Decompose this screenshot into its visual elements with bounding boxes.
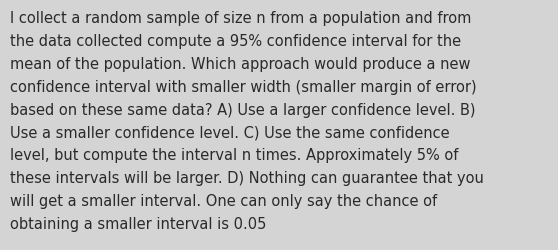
Text: confidence interval with smaller width (smaller margin of error): confidence interval with smaller width (…	[10, 80, 477, 94]
Text: these intervals will be larger. D) Nothing can guarantee that you: these intervals will be larger. D) Nothi…	[10, 170, 484, 186]
Text: the data collected compute a 95% confidence interval for the: the data collected compute a 95% confide…	[10, 34, 461, 49]
Text: based on these same data? A) Use a larger confidence level. B): based on these same data? A) Use a large…	[10, 102, 475, 117]
Text: Use a smaller confidence level. C) Use the same confidence: Use a smaller confidence level. C) Use t…	[10, 125, 450, 140]
Text: obtaining a smaller interval is 0.05: obtaining a smaller interval is 0.05	[10, 216, 266, 231]
Text: level, but compute the interval n times. Approximately 5% of: level, but compute the interval n times.…	[10, 148, 459, 163]
Text: I collect a random sample of size n from a population and from: I collect a random sample of size n from…	[10, 11, 472, 26]
Text: mean of the population. Which approach would produce a new: mean of the population. Which approach w…	[10, 57, 470, 72]
Text: will get a smaller interval. One can only say the chance of: will get a smaller interval. One can onl…	[10, 193, 437, 208]
